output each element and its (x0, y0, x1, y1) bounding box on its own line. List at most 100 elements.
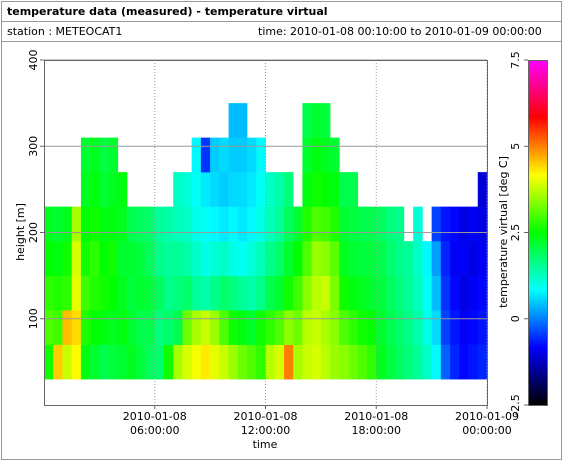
heatmap-cell (117, 344, 128, 380)
heatmap-cell (459, 310, 469, 345)
colorbar-tick-label: 2.5 (509, 224, 522, 242)
heatmap-cell (376, 310, 386, 345)
heatmap-cell (53, 344, 63, 380)
heatmap-cell (99, 241, 109, 276)
heatmap-cell (99, 344, 109, 380)
heatmap-cell (247, 172, 257, 207)
heatmap-cell (145, 310, 156, 345)
heatmap-cell (431, 206, 442, 242)
heatmap-cell (459, 344, 469, 380)
heatmap-cell (320, 344, 331, 380)
colorbar-tick-label: 0 (509, 315, 522, 322)
heatmap-cell (376, 241, 386, 276)
heatmap-cell (320, 275, 331, 311)
heatmap-cell (339, 310, 349, 345)
heatmap-cell (127, 241, 137, 276)
heatmap-cell (274, 310, 285, 345)
heatmap-cell (459, 241, 469, 276)
heatmap-cell (136, 344, 146, 380)
heatmap-cell (339, 206, 349, 242)
colorbar-frame (528, 60, 548, 406)
heatmap-cell (330, 172, 340, 207)
station: station : METEOCAT1 (7, 25, 122, 38)
time-range: time: 2010-01-08 00:10:00 to 2010-01-09 … (258, 25, 542, 38)
heatmap-cell (247, 137, 257, 173)
heatmap-cell (237, 241, 248, 276)
heatmap-cell (247, 241, 257, 276)
heatmap-cell (477, 275, 488, 311)
heatmap-cell (450, 344, 460, 380)
heatmap-cell (210, 137, 220, 173)
x-axis-title: time (253, 438, 278, 451)
heatmap-cell (302, 310, 312, 345)
colorbar-tick-label: 5 (509, 143, 522, 150)
heatmap-cell (376, 275, 386, 311)
heatmap-cell (163, 241, 174, 276)
heatmap-cell (247, 206, 257, 242)
heatmap-cell (274, 241, 285, 276)
heatmap-cell (191, 137, 202, 173)
heatmap-cell (274, 275, 285, 311)
heatmap-cell (265, 206, 276, 242)
heatmap-cell (44, 310, 54, 345)
heatmap-cell (53, 310, 63, 345)
heatmap-cell (348, 241, 359, 276)
heatmap-cell (237, 103, 248, 138)
heatmap-cell (154, 241, 165, 276)
heatmap-cell (154, 344, 165, 380)
heatmap-cell (367, 310, 377, 345)
heatmap-cell (320, 206, 331, 242)
heatmap-cell (330, 344, 340, 380)
heatmap-cell (200, 344, 211, 380)
heatmap-cell (450, 310, 460, 345)
heatmap-cell (163, 344, 174, 380)
heatmap-cell (302, 275, 312, 311)
heatmap-cell (62, 344, 72, 380)
heatmap-cell (219, 310, 229, 345)
heatmap-cell (80, 275, 91, 311)
heatmap-cell (108, 172, 119, 207)
heatmap-cell (450, 206, 460, 242)
heatmap-cell (367, 206, 377, 242)
heatmap-cell (256, 344, 266, 380)
heatmap-cell (422, 275, 432, 311)
heatmap-cell (90, 310, 100, 345)
heatmap-cell (311, 206, 322, 242)
heatmap-cell (265, 172, 276, 207)
y-tick-label: 200 (27, 222, 40, 243)
heatmap-cell (145, 344, 156, 380)
heatmap-cell (330, 206, 340, 242)
heatmap-cell (247, 344, 257, 380)
heatmap-cell (468, 206, 479, 242)
heatmap-cell (219, 275, 229, 311)
heatmap-cell (108, 137, 119, 173)
heatmap-cell (320, 172, 331, 207)
heatmap-cell (90, 206, 100, 242)
heatmap-cell (283, 206, 294, 242)
heatmap-cell (237, 310, 248, 345)
heatmap-cell (117, 275, 128, 311)
heatmap-cell (413, 310, 423, 345)
heatmap-cell (311, 172, 322, 207)
colorbar-tick-label: -2.5 (509, 394, 522, 415)
heatmap-cell (80, 310, 91, 345)
heatmap-cell (127, 344, 137, 380)
heatmap-cell (163, 310, 174, 345)
heatmap-cell (440, 241, 451, 276)
heatmap-cell (117, 241, 128, 276)
heatmap-cell (302, 137, 312, 173)
heatmap-cell (293, 241, 303, 276)
heatmap-cell (330, 137, 340, 173)
heatmap-cell (348, 344, 359, 380)
heatmap-cell (136, 275, 146, 311)
heatmap-cell (450, 275, 460, 311)
heatmap-cell (293, 275, 303, 311)
heatmap-cell (237, 344, 248, 380)
heatmap-cell (136, 241, 146, 276)
heatmap-cell (200, 137, 211, 173)
heatmap-cell (117, 206, 128, 242)
heatmap-cell (191, 172, 202, 207)
heatmap-cell (468, 310, 479, 345)
